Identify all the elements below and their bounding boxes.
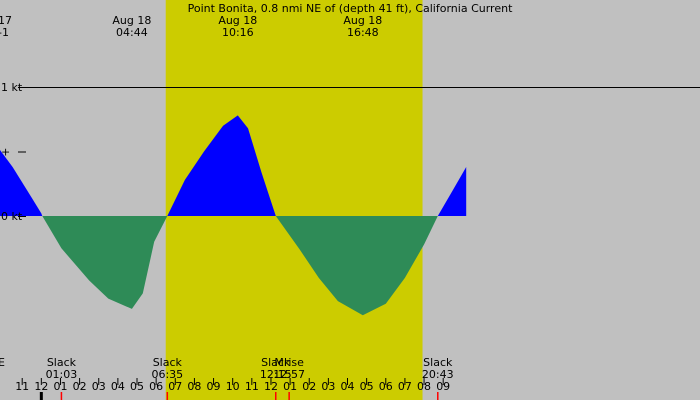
y-tick-label: + (1, 146, 10, 159)
event-name: Slack (47, 356, 77, 369)
event-time: 01:03 (46, 368, 78, 381)
hour-label: 06 (379, 380, 393, 393)
hour-label: 08 (187, 380, 201, 393)
top-time-label: -1 (0, 26, 9, 39)
hour-label: 07 (398, 380, 412, 393)
hour-label: 11 (15, 380, 29, 393)
event-name: Slack (423, 356, 453, 369)
hour-label: 07 (168, 380, 182, 393)
hour-label: 06 (149, 380, 163, 393)
flood-area (0, 149, 43, 216)
top-date-label: Aug 18 (218, 14, 257, 27)
ebb-area (42, 216, 168, 309)
y-tick-label: 0 kt (1, 210, 23, 223)
hour-label: 09 (207, 380, 221, 393)
chart-title: Point Bonita, 0.8 nmi NE of (depth 41 ft… (188, 2, 513, 15)
hour-label: 01 (283, 380, 297, 393)
hour-label: 05 (130, 380, 144, 393)
hour-label: 02 (73, 380, 87, 393)
top-time-label: 10:16 (222, 26, 254, 39)
event-time: 06:35 (151, 368, 183, 381)
flood-area (167, 115, 276, 216)
hour-label: 02 (302, 380, 316, 393)
event-name: Mrise (274, 356, 304, 369)
hour-label: 12 (264, 380, 278, 393)
hour-label: 09 (436, 380, 450, 393)
ebb-area (275, 216, 438, 316)
top-date-label: 17 (0, 14, 12, 27)
hour-axis: 11 12 01 02 03 04 05 06 07 08 09 10 11 12 01 02 03 04 05 06… (15, 378, 450, 400)
hour-label: 11 (245, 380, 259, 393)
y-axis-ticks: 1 kt +0 kt (1, 81, 26, 223)
event-time: 12:57 (273, 368, 305, 381)
hour-label: 12 (34, 380, 48, 393)
event-time: 12:15 (260, 368, 292, 381)
hour-label: 03 (92, 380, 106, 393)
hour-label: 04 (111, 380, 125, 393)
y-tick-label: 1 kt (1, 81, 23, 94)
hour-label: 01 (53, 380, 67, 393)
top-time-label: 16:48 (347, 26, 379, 39)
event-name: Slack (261, 356, 291, 369)
top-date-label: Aug 18 (112, 14, 151, 27)
flood-area (437, 167, 467, 216)
hour-label: 04 (341, 380, 355, 393)
event-name: Slack (153, 356, 183, 369)
left-edge-label: E (0, 356, 5, 369)
top-time-label: 04:44 (116, 26, 148, 39)
current-areas (0, 115, 467, 316)
hour-label: 10 (226, 380, 240, 393)
event-time: 20:43 (422, 368, 454, 381)
hour-label: 03 (321, 380, 335, 393)
top-date-label: Aug 18 (343, 14, 382, 27)
event-annotations: Slack01:03Slack06:35Slack12:15Mrise12:57… (46, 356, 454, 400)
hour-label: 05 (360, 380, 374, 393)
hour-label: 08 (417, 380, 431, 393)
